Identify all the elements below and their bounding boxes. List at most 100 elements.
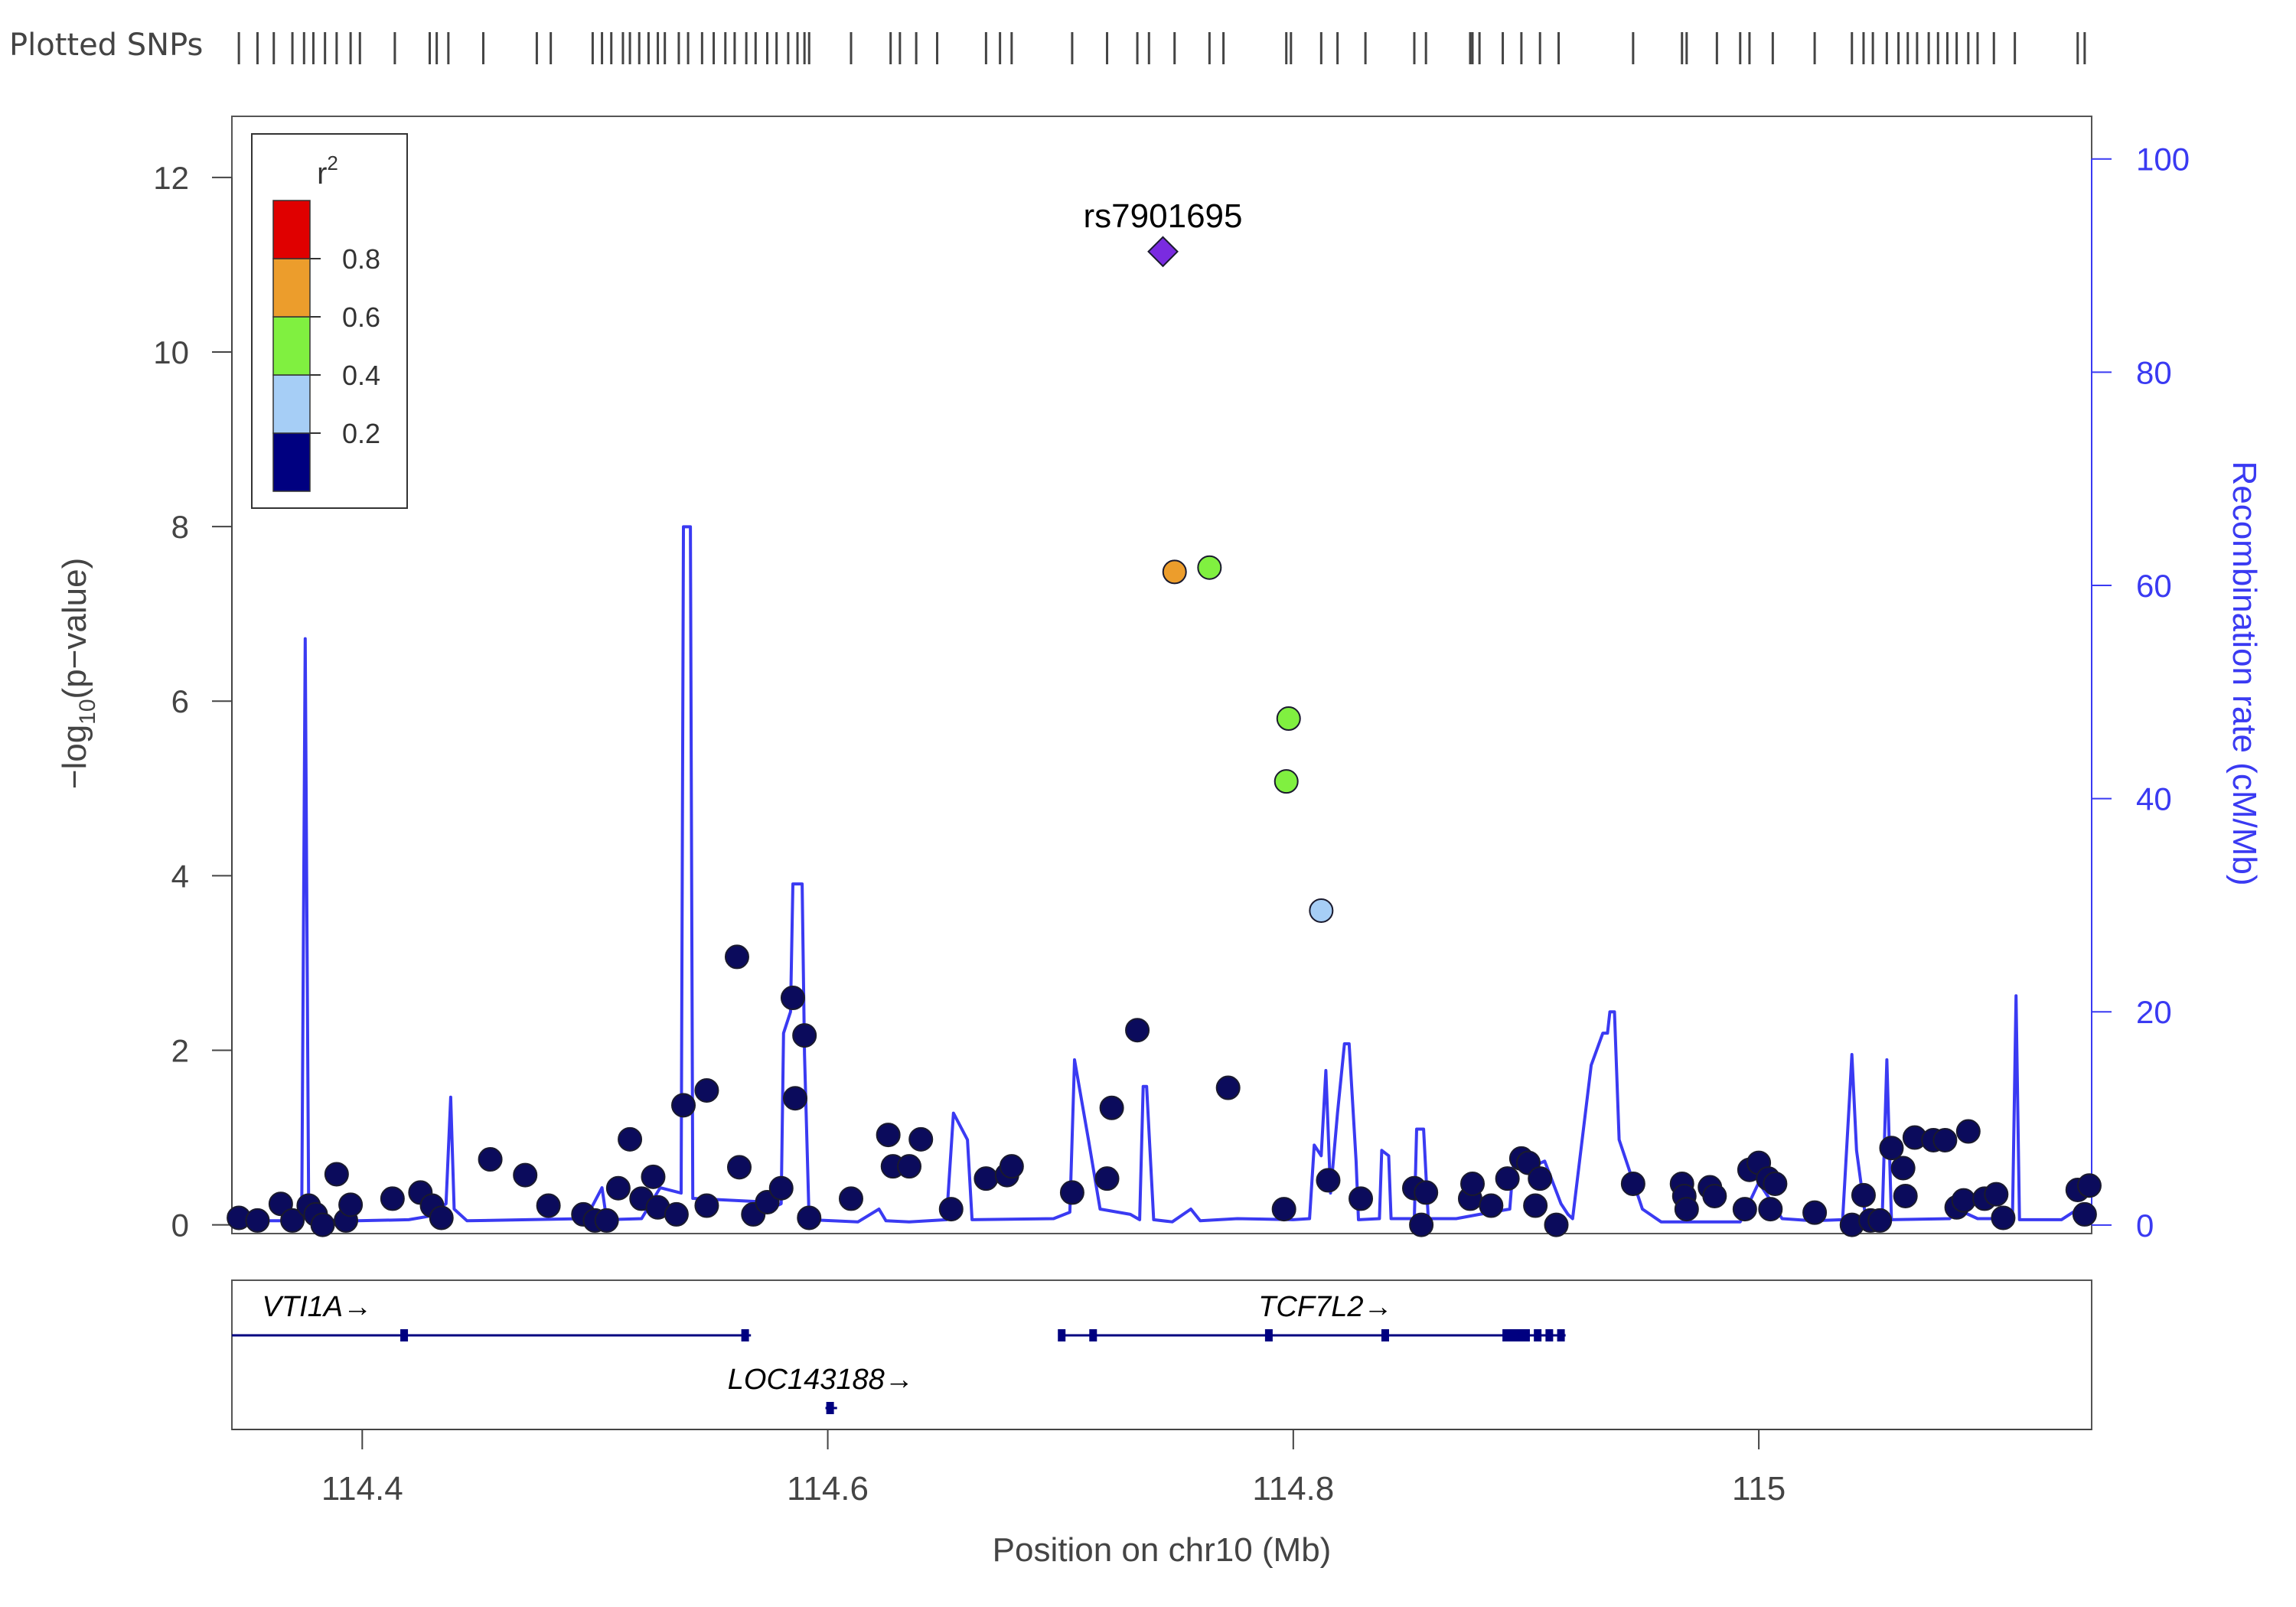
snp-point	[1763, 1171, 1788, 1196]
gene-exon	[1508, 1329, 1516, 1341]
snp-point	[1851, 1182, 1876, 1208]
snp-point	[1059, 1180, 1084, 1205]
y2-tick-label: 60	[2136, 568, 2172, 604]
snp-point	[724, 944, 749, 970]
snp-point	[380, 1186, 405, 1211]
gene-exon	[1515, 1329, 1523, 1341]
snp-point	[876, 1123, 901, 1148]
y2-axis: 0 20 40 60 80 100	[2091, 142, 2190, 1244]
x-tick-label: 114.8	[1252, 1470, 1334, 1508]
snp-point	[618, 1126, 643, 1152]
snp-point	[1271, 1197, 1296, 1222]
snp-point	[1674, 1197, 1699, 1222]
y-tick-label: 8	[171, 509, 189, 545]
snp-point	[1479, 1193, 1504, 1218]
recombination-line	[232, 525, 2092, 1224]
snp-point	[1215, 1075, 1241, 1100]
gene-exon	[1545, 1329, 1554, 1341]
snp-point	[1702, 1183, 1727, 1208]
y2-tick-label: 40	[2136, 781, 2172, 817]
snp-point	[268, 1191, 293, 1217]
gene-exon	[1557, 1329, 1565, 1341]
snp-points	[227, 555, 2102, 1237]
snp-point	[782, 1086, 807, 1111]
y-tick-label: 4	[171, 858, 189, 894]
snp-point	[641, 1164, 666, 1189]
snp-point	[1162, 559, 1187, 585]
snp-point	[1932, 1127, 1958, 1152]
y-axis: 0 2 4 6 8 10 12	[153, 160, 233, 1244]
plot-frame	[231, 116, 2092, 1234]
gene-exon	[741, 1329, 749, 1341]
legend-swatch	[272, 316, 311, 376]
snp-point	[324, 1162, 349, 1187]
y2-tick-label: 0	[2136, 1208, 2154, 1244]
snp-point	[280, 1208, 305, 1233]
gene-exon	[1521, 1329, 1530, 1341]
snp-point	[1409, 1212, 1434, 1237]
lead-snp-marker	[1147, 236, 1179, 268]
snp-point	[768, 1175, 794, 1201]
snp-point	[1893, 1183, 1918, 1208]
snp-point	[1523, 1193, 1548, 1218]
snp-point	[1620, 1171, 1645, 1196]
lead-snp-label: rs7901695	[1084, 197, 1243, 235]
legend-label: 0.4	[342, 360, 380, 391]
legend-label: 0.2	[342, 418, 380, 449]
snp-point	[1951, 1188, 1976, 1213]
gene-exon	[1534, 1329, 1542, 1341]
snp-point	[1758, 1197, 1783, 1222]
snp-point	[1125, 1018, 1150, 1043]
y-tick-label: 12	[153, 160, 189, 196]
y-tick-label: 10	[153, 334, 189, 370]
snp-point	[1309, 898, 1334, 923]
snp-point	[1802, 1200, 1828, 1225]
snp-point	[478, 1147, 503, 1172]
y2-tick-label: 80	[2136, 354, 2172, 390]
x-axis-label: Position on chr10 (Mb)	[993, 1531, 1332, 1569]
snp-point	[1528, 1166, 1553, 1191]
x-axis: 114.4 114.6 114.8 115	[232, 1429, 2092, 1508]
gene-panel-frame	[231, 1279, 2092, 1430]
snp-point	[780, 986, 805, 1011]
y-axis-label: −log10(p−value)	[56, 558, 100, 789]
legend-title: r2	[317, 152, 338, 191]
snp-point	[1890, 1156, 1916, 1181]
y2-tick-label: 20	[2136, 994, 2172, 1030]
gene-label: VTI1A→	[263, 1291, 373, 1323]
x-tick-label: 114.6	[787, 1470, 869, 1508]
snp-point	[1495, 1166, 1520, 1191]
x-tick-label: 114.4	[321, 1470, 403, 1508]
plotted-snps-rug	[237, 32, 2086, 64]
snp-point	[694, 1077, 719, 1103]
snp-point	[536, 1193, 561, 1218]
snp-point	[1991, 1205, 2016, 1231]
snp-point	[1460, 1171, 1486, 1196]
legend-label: 0.6	[342, 302, 380, 333]
y-tick-label: 0	[171, 1208, 189, 1244]
snp-point	[310, 1212, 335, 1237]
snp-point	[664, 1201, 689, 1227]
snp-point	[1414, 1180, 1439, 1205]
x-tick-label: 115	[1732, 1470, 1786, 1508]
snp-point	[1349, 1186, 1374, 1211]
plotted-snps-label: Plotted SNPs	[9, 28, 203, 63]
y-tick-label: 6	[171, 683, 189, 719]
y-tick-label: 2	[171, 1032, 189, 1068]
snp-point	[2076, 1173, 2102, 1198]
snp-point	[1316, 1168, 1341, 1193]
gene-track: VTI1A→ TCF7L2→ LOC143188→	[232, 1291, 1566, 1414]
snp-point	[797, 1205, 822, 1231]
snp-point	[974, 1166, 999, 1191]
snp-point	[1099, 1095, 1124, 1120]
gene-exon	[1264, 1329, 1273, 1341]
snp-point	[1274, 769, 1299, 794]
snp-point	[1984, 1182, 2009, 1207]
snp-point	[1879, 1136, 1904, 1161]
snp-point	[1544, 1212, 1569, 1237]
snp-point	[671, 1093, 696, 1118]
snp-point	[1732, 1197, 1757, 1222]
snp-point	[605, 1175, 631, 1201]
gene-exon	[400, 1329, 409, 1341]
